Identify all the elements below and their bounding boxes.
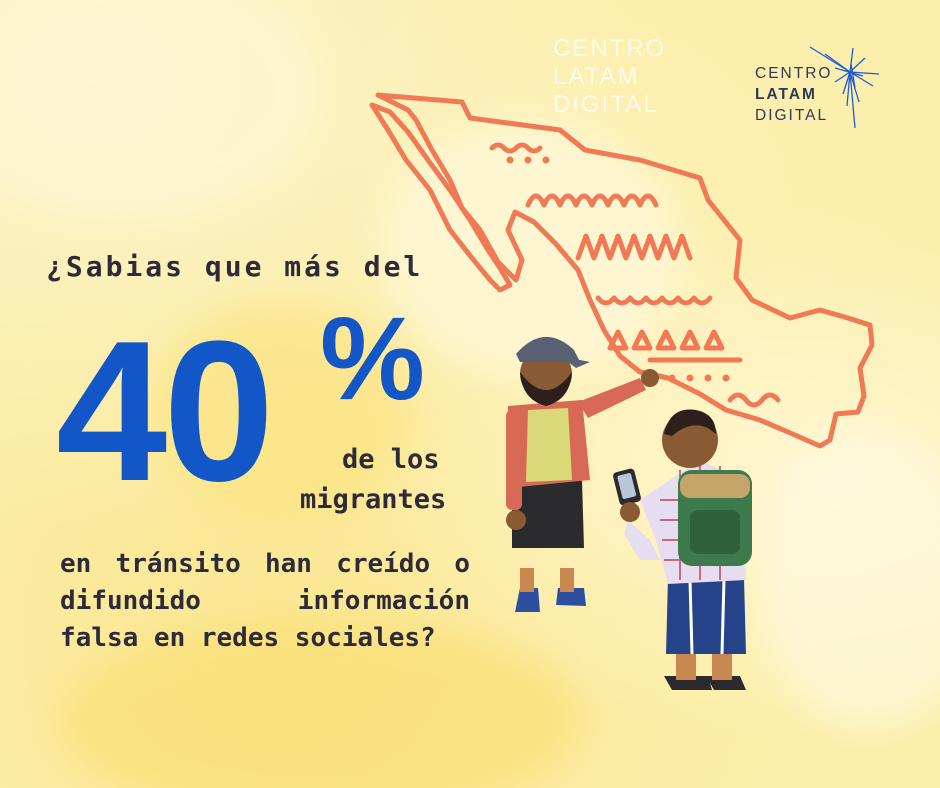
paragraph-line-3: falsa en redes sociales? (60, 623, 436, 653)
watercolor-blot (760, 430, 940, 730)
percent-sign: % (320, 293, 425, 425)
watercolor-blot (150, 300, 410, 520)
subtitle-line-2: migrantes (300, 484, 447, 515)
statistic-number: 40 (56, 300, 274, 523)
watermark-line: LATAM (553, 63, 640, 90)
watermark-line: DIGITAL (553, 91, 659, 118)
subtitle-line-1: de los (342, 444, 440, 475)
watercolor-blot (60, 620, 580, 788)
backpacker-with-phone-illustration (613, 409, 752, 690)
paragraph-line-2: difundido información (60, 586, 470, 616)
watermark-line: CENTRO (553, 35, 667, 62)
paragraph-line-1: en tránsito han creído o (60, 549, 470, 579)
logo-text-line-1: CENTRO (755, 65, 833, 82)
brand-logo: CENTRO LATAM DIGITAL (755, 42, 895, 142)
starburst-logo-icon (809, 46, 880, 129)
logo-text-line-3: DIGITAL (755, 107, 829, 124)
pointing-migrant-illustration (506, 336, 659, 612)
watermark-logo: CENTRO LATAM DIGITAL (553, 35, 683, 135)
logo-text-line-2: LATAM (755, 86, 817, 103)
question-text: ¿Sabias que más del (46, 250, 424, 283)
